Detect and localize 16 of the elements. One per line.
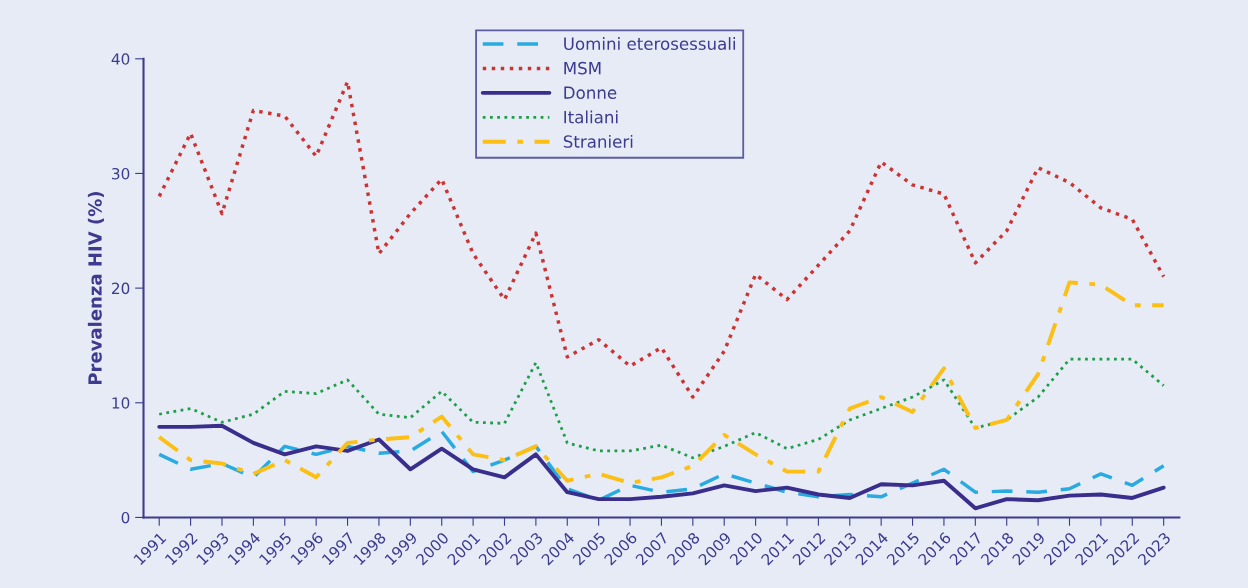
line-series (157, 280, 1166, 485)
y-tick-label: 0 (121, 511, 130, 524)
line-series (157, 79, 1166, 399)
y-axis-title: Prevalenza HIV (%) (87, 192, 104, 385)
legend-label: Italiani (564, 110, 618, 124)
legend-label: MSM (564, 61, 601, 75)
line-series (157, 357, 1166, 460)
y-tick-label: 20 (112, 282, 130, 295)
legend-label: Stranieri (563, 134, 633, 148)
line-series (157, 429, 1166, 502)
y-tick-label: 30 (112, 167, 130, 180)
y-tick-label: 10 (112, 397, 130, 409)
line-series (157, 423, 1166, 511)
y-tick-label: 40 (111, 53, 130, 65)
legend-label: Donne (564, 86, 617, 99)
legend-label: Uomini eterosessuali (564, 37, 735, 51)
